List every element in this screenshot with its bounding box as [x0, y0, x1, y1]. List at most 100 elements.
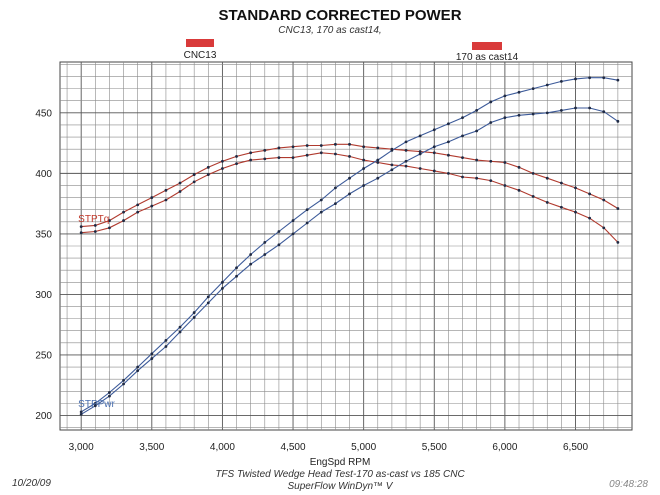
chart-title: STANDARD CORRECTED POWER [218, 7, 461, 24]
data-point [221, 286, 224, 290]
data-point [362, 158, 366, 162]
data-point [348, 176, 351, 180]
data-point [446, 122, 450, 126]
data-point [559, 109, 563, 112]
x-tick-label: 5,500 [422, 442, 447, 453]
data-point [263, 148, 267, 152]
data-point [136, 210, 140, 214]
data-point [249, 253, 253, 256]
tick-labels: 3,000 3,500 4,000 4,500 5,000 5,500 6,000 6,500… [35, 108, 588, 453]
data-point [334, 202, 337, 206]
data-point [616, 207, 620, 210]
data-point [150, 196, 154, 199]
data-point [93, 224, 97, 227]
data-point [291, 232, 295, 236]
data-point [122, 210, 125, 214]
data-point [489, 121, 493, 124]
data-point [559, 181, 563, 185]
x-tick-label: 6,500 [563, 442, 588, 453]
footer-software: SuperFlow WinDyn™ V [288, 481, 394, 492]
data-point [263, 240, 267, 244]
data-point [178, 330, 182, 334]
data-point [489, 179, 493, 183]
data-point [108, 391, 111, 394]
data-point [263, 157, 267, 161]
data-point [206, 165, 210, 169]
data-point [277, 156, 281, 160]
legend-label-170-as-cast14: 170 as cast14 [456, 52, 519, 63]
data-point [376, 158, 380, 162]
data-point [461, 134, 464, 138]
data-point [489, 159, 493, 163]
data-point [446, 153, 450, 157]
data-point [404, 140, 408, 144]
data-point [602, 226, 606, 230]
data-point [136, 203, 140, 207]
data-point [319, 151, 323, 155]
x-tick-label: 3,000 [69, 442, 94, 453]
data-point [235, 155, 238, 158]
data-point [334, 142, 337, 146]
data-point [79, 225, 83, 229]
legend-swatch-cnc13 [186, 39, 214, 47]
y-tick-label: 400 [35, 169, 52, 180]
y-tick-label: 250 [35, 350, 52, 361]
y-tick-label: 350 [35, 229, 52, 240]
data-point [574, 210, 577, 214]
data-point [559, 205, 563, 209]
data-point [108, 219, 111, 222]
data-point [178, 325, 182, 329]
data-point [574, 77, 577, 81]
data-point [616, 78, 620, 82]
data-point [319, 198, 323, 202]
data-point [164, 339, 168, 342]
data-point [475, 158, 479, 162]
data-point [503, 94, 507, 98]
data-point [559, 79, 563, 83]
data-point [362, 167, 366, 170]
data-point [475, 176, 479, 180]
data-point [192, 316, 196, 319]
data-point [93, 230, 97, 233]
data-point [122, 219, 125, 222]
data-point [418, 152, 422, 156]
data-point [588, 76, 592, 80]
data-point [263, 253, 267, 256]
data-point [249, 262, 253, 266]
data-point [192, 180, 196, 184]
data-point [319, 210, 323, 214]
data-point [164, 188, 168, 192]
data-point [235, 274, 238, 278]
data-point [602, 110, 606, 114]
data-point [362, 184, 366, 187]
x-tick-label: 5,000 [351, 442, 376, 453]
data-point [348, 192, 351, 196]
data-point [348, 155, 351, 158]
data-point [376, 146, 380, 150]
data-point [206, 173, 210, 176]
data-point [93, 401, 97, 405]
legend-label-cnc13: CNC13 [184, 50, 217, 61]
annotation-stptq: STPTq [78, 214, 109, 225]
data-point [418, 167, 422, 170]
data-point [545, 201, 549, 204]
data-point [461, 116, 464, 120]
legend-swatch-170-as-cast14 [472, 42, 502, 50]
data-point [404, 164, 408, 168]
data-point [517, 113, 521, 117]
data-point [79, 410, 83, 414]
x-tick-label: 4,500 [281, 442, 306, 453]
data-point [150, 357, 154, 360]
data-point [291, 145, 295, 149]
data-point [517, 188, 521, 192]
y-tick-label: 200 [35, 411, 52, 422]
data-point [93, 404, 97, 408]
data-point [79, 412, 83, 416]
data-point [334, 152, 337, 156]
x-tick-label: 3,500 [139, 442, 164, 453]
data-point [545, 111, 549, 115]
data-point [178, 190, 182, 193]
data-point [517, 165, 521, 169]
data-point [206, 301, 210, 305]
data-point [418, 134, 422, 138]
